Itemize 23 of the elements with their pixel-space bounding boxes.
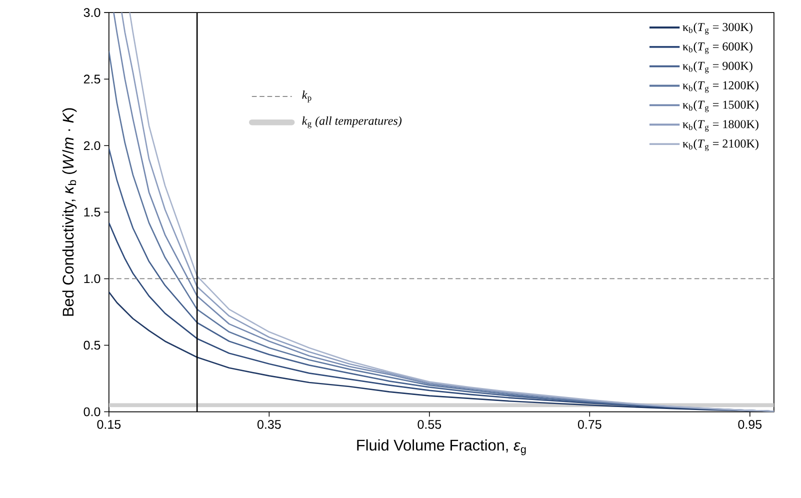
legend-label: κ$_{b}$(T$_{g}$ = 900K) [682, 62, 752, 74]
legend-label: κ$_{b}$(T$_{g}$ = 600K) [682, 42, 752, 54]
legend-label: κ$_{b}$(T$_{g}$ = 300K) [682, 22, 752, 35]
text: Bed Conductivity, κ$_{b}$ (W/m · K) [62, 108, 77, 316]
x-tick-label: 0.75 [578, 420, 602, 429]
y-tick-label: 2.0 [84, 141, 100, 150]
legend-label: κ$_{b}$(T$_{g}$ = 2100K) [682, 139, 758, 152]
y-tick-label: 3.0 [84, 8, 100, 18]
x-tick-label: 0.55 [418, 420, 442, 429]
legend-label: κ$_{b}$(T$_{g}$ = 1500K) [682, 100, 758, 112]
x-tick-label: 0.95 [738, 420, 762, 429]
y-tick-label: 2.5 [84, 74, 100, 84]
y-tick-label: 1.0 [84, 274, 100, 284]
legend-label: κ$_{b}$(T$_{g}$ = 1200K) [682, 80, 758, 93]
legend-label: k$_{p}$ [302, 90, 312, 102]
y-tick-label: 0.0 [84, 407, 100, 416]
legend-label: κ$_{b}$(T$_{g}$ = 1800K) [682, 120, 758, 132]
legend-label: k$_{g}$ (all temperatures) [302, 116, 402, 128]
x-tick-label: 0.15 [97, 420, 121, 429]
x-axis-title: Fluid Volume Fraction, ε$_{g}$ [357, 439, 526, 456]
x-tick-label: 0.35 [257, 420, 281, 429]
y-tick-label: 0.5 [84, 340, 100, 350]
y-tick-label: 1.5 [84, 208, 100, 217]
